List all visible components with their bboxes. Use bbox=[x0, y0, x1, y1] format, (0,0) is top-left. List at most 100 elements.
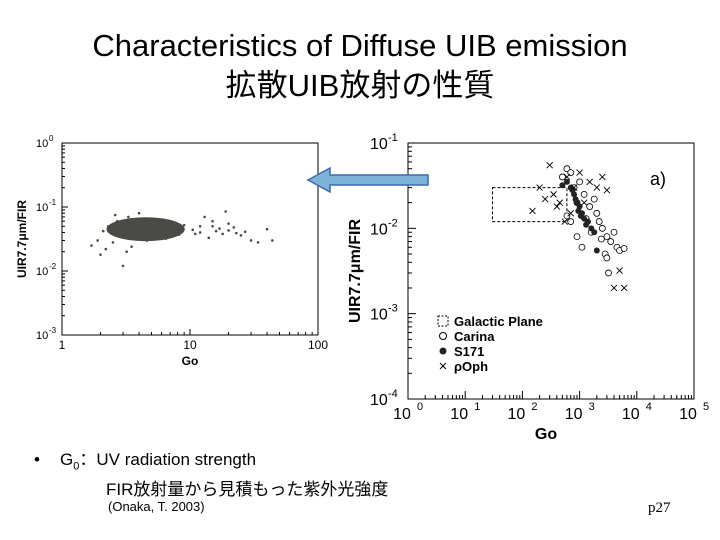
x-tick-exponent: 5 bbox=[703, 401, 709, 413]
carina-point bbox=[558, 173, 566, 181]
s171-point bbox=[591, 229, 598, 236]
roph-point bbox=[570, 184, 578, 191]
y-tick-label: 10 bbox=[370, 136, 388, 153]
carina-point bbox=[605, 269, 612, 277]
data-point bbox=[211, 219, 214, 223]
carina-point bbox=[593, 209, 601, 217]
roph-point bbox=[580, 199, 588, 206]
data-point bbox=[115, 219, 119, 223]
carina-point bbox=[590, 195, 598, 203]
legend-label: Galactic Plane bbox=[454, 314, 543, 329]
roph-point bbox=[620, 284, 628, 292]
data-point bbox=[140, 217, 144, 221]
data-point bbox=[96, 239, 99, 242]
data-point bbox=[164, 237, 168, 240]
x-tick-exponent: 1 bbox=[474, 401, 480, 413]
data-point bbox=[224, 210, 227, 213]
data-point bbox=[265, 227, 269, 231]
legend-marker bbox=[437, 315, 449, 327]
data-point bbox=[235, 231, 238, 235]
roph-point bbox=[586, 178, 593, 186]
s171-point bbox=[577, 212, 584, 219]
data-point bbox=[203, 215, 206, 219]
roph-point bbox=[561, 218, 569, 225]
panel-label: a) bbox=[650, 169, 666, 189]
y-tick-exponent: 0 bbox=[49, 134, 54, 143]
data-point bbox=[214, 229, 218, 233]
legend-marker bbox=[439, 347, 447, 355]
carina-point bbox=[576, 178, 584, 186]
roph-point bbox=[599, 173, 606, 181]
roph-point bbox=[529, 207, 536, 215]
y-tick-label: 10 bbox=[36, 138, 48, 150]
legend-item: Galactic Plane bbox=[437, 314, 543, 329]
legend-marker bbox=[439, 332, 447, 340]
data-point bbox=[90, 244, 93, 247]
x-tick-exponent: 2 bbox=[531, 401, 537, 413]
data-point bbox=[249, 239, 253, 242]
x-tick-exponent: 3 bbox=[589, 401, 595, 413]
data-point bbox=[130, 245, 133, 248]
y-tick-exponent: -1 bbox=[49, 198, 57, 207]
data-point bbox=[155, 231, 159, 234]
roph-point bbox=[536, 184, 543, 191]
s171-point bbox=[575, 207, 582, 214]
s171-point bbox=[572, 196, 579, 203]
x-tick-label: 10 bbox=[622, 406, 640, 423]
carina-point bbox=[573, 233, 581, 241]
data-point bbox=[256, 241, 260, 244]
data-point bbox=[182, 223, 186, 227]
carina-point bbox=[603, 233, 611, 241]
roph-point bbox=[556, 199, 564, 206]
data-point bbox=[137, 211, 141, 215]
legend-label: ρOph bbox=[454, 359, 488, 374]
x-tick-label: 10 bbox=[183, 338, 197, 352]
s171-point bbox=[563, 178, 570, 185]
y-tick-label: 10 bbox=[36, 202, 48, 214]
data-point bbox=[177, 233, 181, 236]
roph-point bbox=[541, 195, 549, 203]
carina-point bbox=[610, 228, 618, 236]
s171-point bbox=[569, 187, 576, 194]
carina-point bbox=[567, 218, 575, 225]
x-tick-exponent: 0 bbox=[417, 401, 423, 413]
s171-point bbox=[593, 247, 600, 254]
roph-point bbox=[610, 284, 618, 292]
y-axis-label: UIR7.7μm/FIR bbox=[347, 219, 364, 323]
carina-point bbox=[586, 203, 594, 210]
data-point bbox=[271, 239, 274, 242]
x-axis-label: Go bbox=[182, 354, 199, 365]
comparison-arrow bbox=[306, 166, 429, 194]
bullet-dot: • bbox=[34, 450, 40, 469]
data-point bbox=[104, 247, 108, 251]
roph-point bbox=[576, 169, 583, 176]
data-point bbox=[227, 222, 230, 225]
y-tick-exponent: -2 bbox=[388, 217, 398, 229]
y-tick-label: 10 bbox=[36, 330, 48, 342]
y-tick-exponent: -4 bbox=[388, 388, 398, 400]
y-axis-label: UIR7.7μm/FIR bbox=[15, 200, 29, 278]
y-tick-exponent: -3 bbox=[49, 326, 57, 335]
bullet-separator: ： bbox=[79, 450, 97, 469]
y-tick-label: 10 bbox=[370, 221, 388, 238]
x-axis-label: Go bbox=[535, 426, 557, 443]
title-line-english: Characteristics of Diffuse UIB emission bbox=[92, 28, 628, 63]
carina-point bbox=[580, 190, 588, 198]
legend-marker bbox=[439, 362, 447, 370]
data-point bbox=[211, 224, 214, 228]
data-point bbox=[168, 224, 172, 228]
data-point bbox=[160, 218, 163, 222]
legend-item: Carina bbox=[439, 329, 495, 344]
y-tick-label: 10 bbox=[36, 266, 48, 278]
slide-title: Characteristics of Diffuse UIB emission … bbox=[0, 26, 720, 106]
g0-term: G bbox=[60, 450, 74, 469]
data-point bbox=[227, 229, 230, 232]
y-tick-label: 10 bbox=[370, 307, 388, 324]
galactic-plane-box bbox=[491, 187, 568, 223]
data-point bbox=[111, 241, 115, 244]
data-point bbox=[243, 230, 247, 234]
carina-point bbox=[595, 218, 603, 225]
title-line-japanese: 拡散UIB放射の性質 bbox=[225, 68, 495, 103]
legend-item: S171 bbox=[439, 344, 484, 359]
